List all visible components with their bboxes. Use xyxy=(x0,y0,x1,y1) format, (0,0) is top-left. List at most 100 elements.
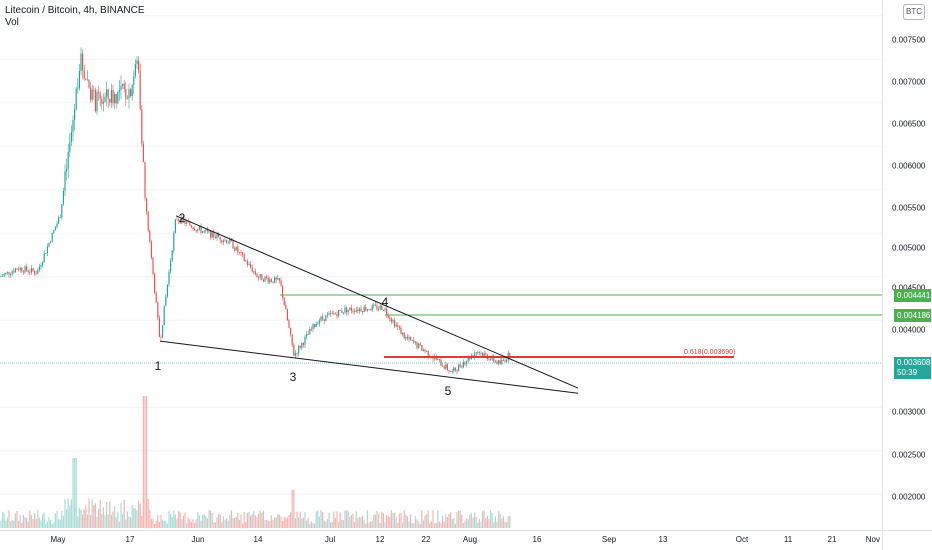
volume-bar xyxy=(250,516,251,528)
volume-bar xyxy=(469,515,470,528)
candle-body xyxy=(263,280,264,281)
volume-bar xyxy=(420,524,421,528)
candle-body xyxy=(312,324,313,329)
volume-bar xyxy=(308,518,309,528)
volume-bar xyxy=(402,522,403,528)
candle-body xyxy=(444,367,445,369)
candle-body xyxy=(399,327,400,328)
candle-body xyxy=(149,231,150,242)
candle-body xyxy=(32,268,33,271)
volume-bar xyxy=(100,500,101,528)
candle-body xyxy=(424,349,425,351)
candle-body xyxy=(2,276,3,277)
volume-bar xyxy=(39,517,40,528)
volume-bar xyxy=(388,516,389,528)
volume-bar xyxy=(407,516,408,528)
volume-bar xyxy=(352,514,353,528)
volume-bar xyxy=(229,515,230,528)
price-tick-label: 0.005500 xyxy=(892,204,925,213)
volume-bar xyxy=(295,518,296,528)
candle-body xyxy=(226,240,227,243)
candle-body xyxy=(293,345,294,356)
candle-body xyxy=(68,152,69,169)
candle-body xyxy=(90,88,91,100)
candle-body xyxy=(306,334,307,337)
candle-body xyxy=(168,272,169,285)
candle-body xyxy=(237,247,238,253)
volume-bar xyxy=(175,515,176,528)
volume-bar xyxy=(8,510,9,528)
volume-bar xyxy=(277,514,278,528)
volume-bar xyxy=(228,521,229,528)
candle-body xyxy=(242,253,243,255)
candle-body xyxy=(111,90,112,103)
candle-body xyxy=(392,320,393,321)
candle-body xyxy=(100,93,101,99)
candle-body xyxy=(376,305,377,309)
volume-bar xyxy=(64,499,65,528)
candle-body xyxy=(247,261,248,265)
symbol-title[interactable]: Litecoin / Bitcoin, 4h, BINANCE xyxy=(5,5,145,17)
candle-body xyxy=(125,89,126,99)
volume-bar xyxy=(450,512,451,528)
volume-bar xyxy=(341,520,342,528)
volume-bar xyxy=(239,520,240,528)
volume-bar xyxy=(439,521,440,528)
volume-bar xyxy=(338,522,339,528)
candle-body xyxy=(370,310,371,311)
candle-body xyxy=(284,297,285,304)
candle-body xyxy=(477,352,478,353)
candle-body xyxy=(445,364,446,368)
candle-body xyxy=(383,310,384,311)
volume-bar xyxy=(362,516,363,528)
volume-bar xyxy=(276,517,277,528)
candle-body xyxy=(308,334,309,335)
candle-body xyxy=(88,80,89,88)
currency-badge[interactable]: BTC xyxy=(903,4,925,20)
volume-bar xyxy=(74,458,75,528)
volume-bar xyxy=(301,519,302,528)
volume-bar xyxy=(351,515,352,528)
volume-bar xyxy=(157,515,158,528)
candle-body xyxy=(44,254,45,262)
candle-body xyxy=(333,313,334,314)
wave-label-4: 4 xyxy=(382,295,389,309)
volume-bar xyxy=(448,514,449,528)
volume-bar xyxy=(16,511,17,528)
volume-bar xyxy=(456,512,457,528)
price-chart[interactable]: 0.618(0.003690) 1 2 3 4 5 xyxy=(0,0,882,530)
volume-label[interactable]: Vol xyxy=(5,17,145,29)
volume-bar xyxy=(367,510,368,528)
candle-body xyxy=(37,270,38,274)
candle-body xyxy=(239,252,240,253)
volume-bar xyxy=(108,515,109,528)
volume-bar xyxy=(151,519,152,528)
volume-bar xyxy=(485,518,486,528)
candle-body xyxy=(348,310,349,313)
volume-bar xyxy=(173,510,174,528)
volume-bar xyxy=(213,523,214,528)
candle-body xyxy=(280,281,281,286)
candle-body xyxy=(240,252,241,253)
volume-bar xyxy=(271,515,272,528)
volume-bar xyxy=(300,512,301,528)
candle-body xyxy=(12,271,13,274)
candle-body xyxy=(460,365,461,367)
candle-body xyxy=(162,325,163,337)
candle-body xyxy=(304,337,305,345)
candle-body xyxy=(485,353,486,354)
candle-body xyxy=(325,315,326,321)
volume-bar xyxy=(111,515,112,528)
volume-bar xyxy=(103,507,104,528)
volume-bar xyxy=(160,515,161,528)
volume-bar xyxy=(172,517,173,528)
candle-body xyxy=(103,102,104,104)
volume-bar xyxy=(493,522,494,528)
plot-area[interactable]: 0.618(0.003690) 1 2 3 4 5 xyxy=(0,0,882,530)
price-tick-label: 0.005000 xyxy=(892,244,925,253)
volume-bar xyxy=(392,513,393,528)
candle-body xyxy=(24,266,25,272)
volume-bar xyxy=(354,522,355,528)
volume-bar xyxy=(159,522,160,528)
candle-body xyxy=(112,90,113,103)
